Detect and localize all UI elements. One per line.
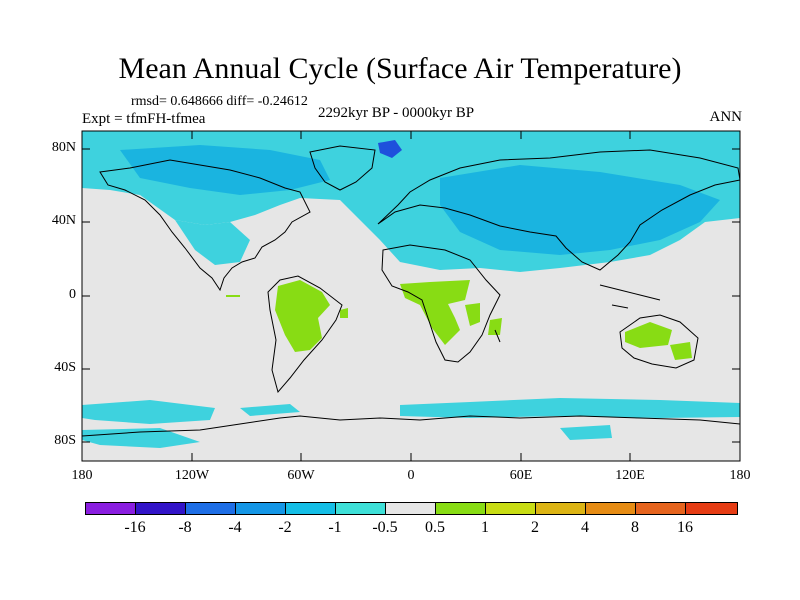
lon-label-180e: 180 [729,468,751,483]
colorbar-label: -16 [124,519,146,536]
anomaly-region-southern-ocean-2 [400,398,740,418]
lon-label-60e: 60E [509,468,533,483]
lat-label-40n: 40N [51,213,76,228]
lon-label-120w: 120W [174,468,210,483]
lat-ticks [82,148,740,443]
anomaly-region-north-america [175,220,250,265]
coastlines [82,145,740,437]
anomaly-region-east-africa [465,303,502,335]
lon-label-0: 0 [407,468,415,483]
lon-ticks [81,131,741,461]
lon-label-120e: 120E [615,468,645,483]
colorbar-box-9 [535,502,586,515]
anomaly-region-australia [625,322,692,360]
colorbar-box-0 [85,502,136,515]
figure-title: Mean Annual Cycle (Surface Air Temperatu… [118,52,682,85]
colorbar-label: 0.5 [425,519,445,536]
anomaly-region-asia-deep [440,165,720,255]
anomaly-region-africa [400,280,470,345]
anomaly-region-southern-ocean [82,400,215,424]
colorbar-label: 8 [631,519,639,536]
anomaly-region-canada-deep [120,145,330,195]
anomaly-region-antarctica [82,404,612,448]
season-label: ANN [709,109,743,125]
colorbar-box-12 [685,502,738,515]
anomaly-region-greenland [378,140,402,158]
colorbar-box-10 [585,502,636,515]
experiment-label: Expt = tfmFH-tfmea [82,111,206,127]
colorbar-box-4 [285,502,336,515]
stats-label: rmsd= 0.648666 diff= -0.24612 [131,94,308,109]
period-label: 2292kyr BP - 0000kyr BP [318,105,475,121]
colorbar-label: 16 [677,519,693,536]
colorbar-label: -2 [278,519,292,536]
colorbar-label: -1 [328,519,342,536]
colorbar-box-5 [335,502,386,515]
colorbar-label: 4 [581,519,589,536]
colorbar-label: -4 [228,519,242,536]
lat-label-40s: 40S [54,360,76,375]
anomaly-region-south-america [275,280,330,352]
colorbar-box-8 [485,502,536,515]
colorbar-box-2 [185,502,236,515]
lon-label-60w: 60W [287,468,315,483]
colorbar-label: 1 [481,519,489,536]
lat-label-80n: 80N [51,140,76,155]
colorbar-box-1 [135,502,186,515]
colorbar-label: -0.5 [372,519,398,536]
lat-label-80s: 80S [54,433,76,448]
colorbar-label: 2 [531,519,539,536]
lat-label-0: 0 [69,287,76,302]
lon-label-180w: 180 [71,468,93,483]
colorbar-box-6 [385,502,436,515]
colorbar-box-3 [235,502,286,515]
colorbar-box-7 [435,502,486,515]
colorbar-box-11 [635,502,686,515]
colorbar-label: -8 [178,519,192,536]
